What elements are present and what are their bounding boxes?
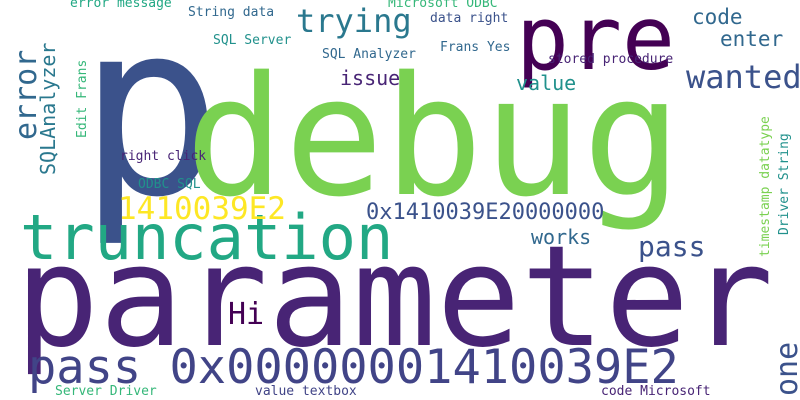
word-sql-analyzer: SQL Analyzer bbox=[322, 47, 416, 62]
word-pass-0x00000001410039e2: pass 0x00000001410039E2 bbox=[28, 340, 679, 395]
word-value: value bbox=[516, 71, 577, 95]
word-1410039e2: 1410039E2 bbox=[118, 191, 286, 227]
word-pass: pass bbox=[638, 230, 706, 263]
word-wanted: wanted bbox=[686, 58, 800, 96]
word-microsoft-odbc: Microsoft ODBC bbox=[388, 0, 498, 11]
word-hi: Hi bbox=[228, 297, 265, 332]
word-error-message: error message bbox=[70, 0, 172, 11]
word-server-driver: Server Driver bbox=[55, 384, 157, 399]
word-data-right: data right bbox=[430, 11, 509, 26]
word-trying: trying bbox=[296, 2, 412, 40]
word-p: p bbox=[78, 0, 223, 250]
word-pre: pre bbox=[516, 0, 675, 90]
word-driver-string: Driver String bbox=[777, 133, 792, 235]
word-stored-procedure: stored procedure bbox=[548, 52, 674, 67]
word-issue: issue bbox=[340, 66, 401, 90]
word-edit-frans: Edit Frans bbox=[75, 59, 90, 138]
word-code: code bbox=[692, 5, 743, 29]
word-value-textbox: value textbox bbox=[255, 384, 357, 399]
word-parameter: parameter bbox=[15, 216, 774, 379]
word-odbc-sql: ODBC SQL bbox=[138, 177, 201, 192]
word-string-data: String data bbox=[188, 5, 275, 20]
word-enter: enter bbox=[720, 27, 784, 51]
word-truncation: truncation bbox=[20, 201, 394, 274]
word-code-microsoft: code Microsoft bbox=[601, 384, 711, 399]
word-timestamp-datatype: timestamp datatype bbox=[758, 116, 773, 257]
word-sql-server: SQL Server bbox=[213, 33, 292, 48]
word-0x1410039e20000000: 0x1410039E20000000 bbox=[366, 200, 605, 225]
word-debug: debug bbox=[185, 41, 682, 233]
word-works: works bbox=[531, 225, 592, 249]
word-one: one bbox=[770, 341, 800, 396]
word-right-click: right click bbox=[120, 149, 207, 164]
word-sqlanalyzer: SQLAnalyzer bbox=[36, 42, 60, 175]
word-frans-yes: Frans Yes bbox=[440, 40, 511, 55]
